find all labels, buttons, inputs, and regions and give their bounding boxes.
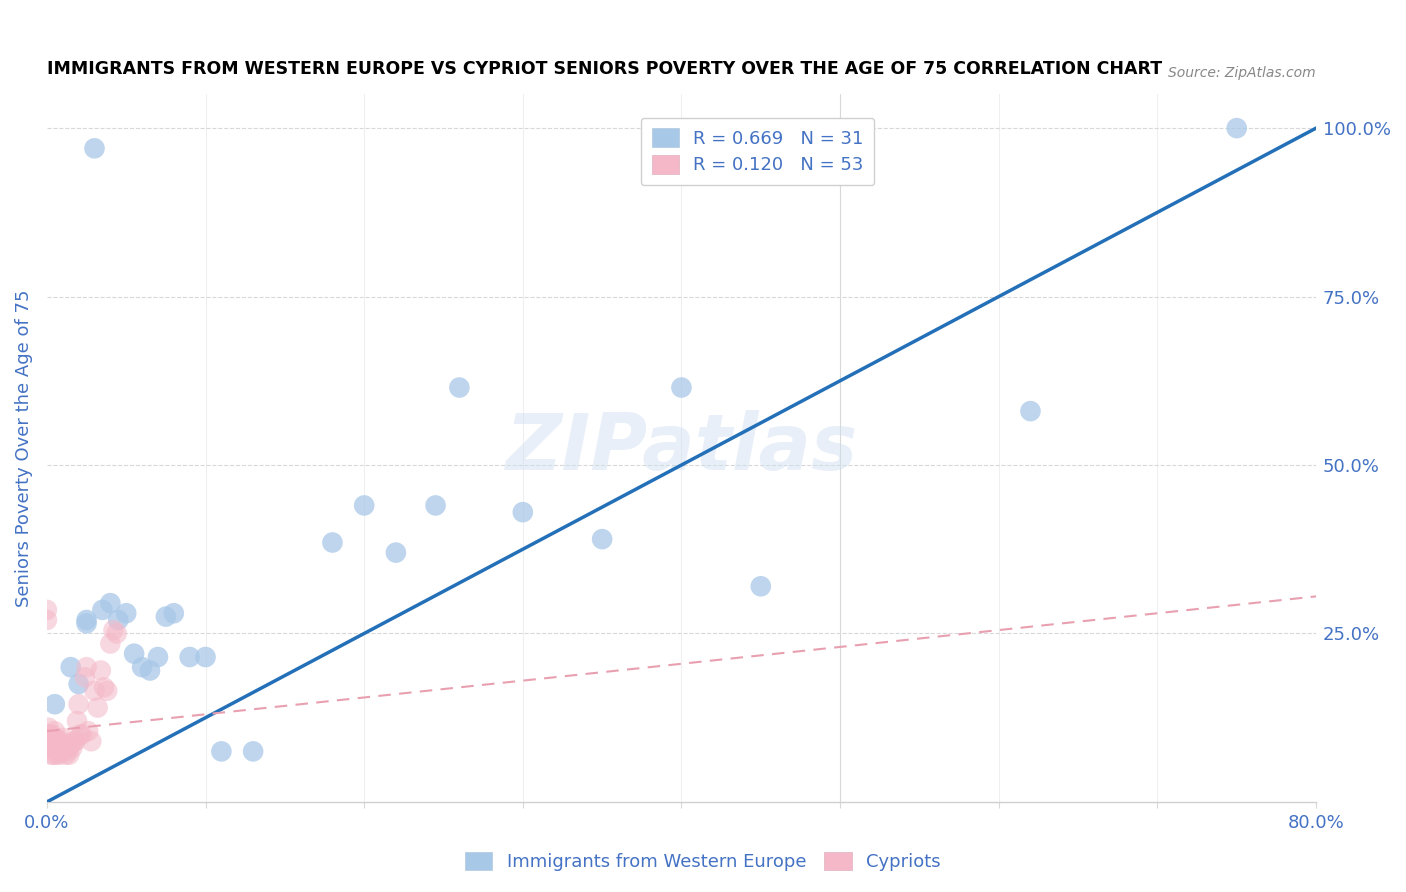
Legend: Immigrants from Western Europe, Cypriots: Immigrants from Western Europe, Cypriots [458,845,948,879]
Point [70,727,93,741]
Point [91,603,114,617]
Point [69,727,91,741]
Point [60,741,83,756]
Point [63,734,86,748]
Point [39,738,62,752]
Point [52,741,75,756]
Point [76,613,98,627]
Point [41,734,63,748]
Point [449,380,471,394]
Point [66,714,89,728]
Y-axis label: Seniors Poverty Over the Age of 75: Seniors Poverty Over the Age of 75 [15,289,32,607]
Point [52,731,75,745]
Point [512,505,534,519]
Point [209,744,232,758]
Point [155,609,177,624]
Point [42,738,65,752]
Point [42,731,65,745]
Point [41,741,63,756]
Point [591,532,613,546]
Point [179,650,201,665]
Point [46,741,69,756]
Point [45,744,67,758]
Point [48,738,70,752]
Point [1019,404,1042,418]
Point [76,660,98,674]
Point [45,738,67,752]
Point [86,700,108,714]
Point [90,664,112,678]
Point [56,744,79,758]
Point [35,613,58,627]
Point [53,738,76,752]
Text: IMMIGRANTS FROM WESTERN EUROPE VS CYPRIOT SENIORS POVERTY OVER THE AGE OF 75 COR: IMMIGRANTS FROM WESTERN EUROPE VS CYPRIO… [46,60,1161,78]
Point [73,670,96,684]
Point [37,734,59,748]
Legend: R = 0.669   N = 31, R = 0.120   N = 53: R = 0.669 N = 31, R = 0.120 N = 53 [641,118,875,186]
Point [67,697,90,711]
Point [353,499,375,513]
Point [80,734,103,748]
Point [45,747,67,762]
Point [93,681,115,695]
Point [76,616,98,631]
Point [385,546,408,560]
Point [146,650,169,665]
Point [425,499,447,513]
Point [41,727,63,741]
Point [39,727,62,741]
Point [48,747,70,762]
Point [58,747,80,762]
Point [42,747,65,762]
Point [46,744,69,758]
Point [671,380,693,394]
Point [35,603,58,617]
Point [1226,121,1249,136]
Point [51,734,73,748]
Point [44,724,66,739]
Point [321,535,343,549]
Point [51,744,73,758]
Point [83,141,105,155]
Text: ZIPatlas: ZIPatlas [505,410,858,486]
Point [163,606,186,620]
Point [96,683,118,698]
Point [65,734,87,748]
Point [139,664,162,678]
Point [77,724,100,739]
Text: Source: ZipAtlas.com: Source: ZipAtlas.com [1168,66,1316,80]
Point [194,650,217,665]
Point [83,683,105,698]
Point [122,647,145,661]
Point [44,741,66,756]
Point [67,677,90,691]
Point [242,744,264,758]
Point [107,613,129,627]
Point [59,738,82,752]
Point [103,623,125,637]
Point [98,636,121,650]
Point [131,660,153,674]
Point [115,606,138,620]
Point [98,596,121,610]
Point [39,731,62,745]
Point [59,660,82,674]
Point [37,721,59,735]
Point [46,734,69,748]
Point [55,747,77,762]
Point [44,697,66,711]
Point [105,626,128,640]
Point [749,579,772,593]
Point [41,747,63,762]
Point [44,731,66,745]
